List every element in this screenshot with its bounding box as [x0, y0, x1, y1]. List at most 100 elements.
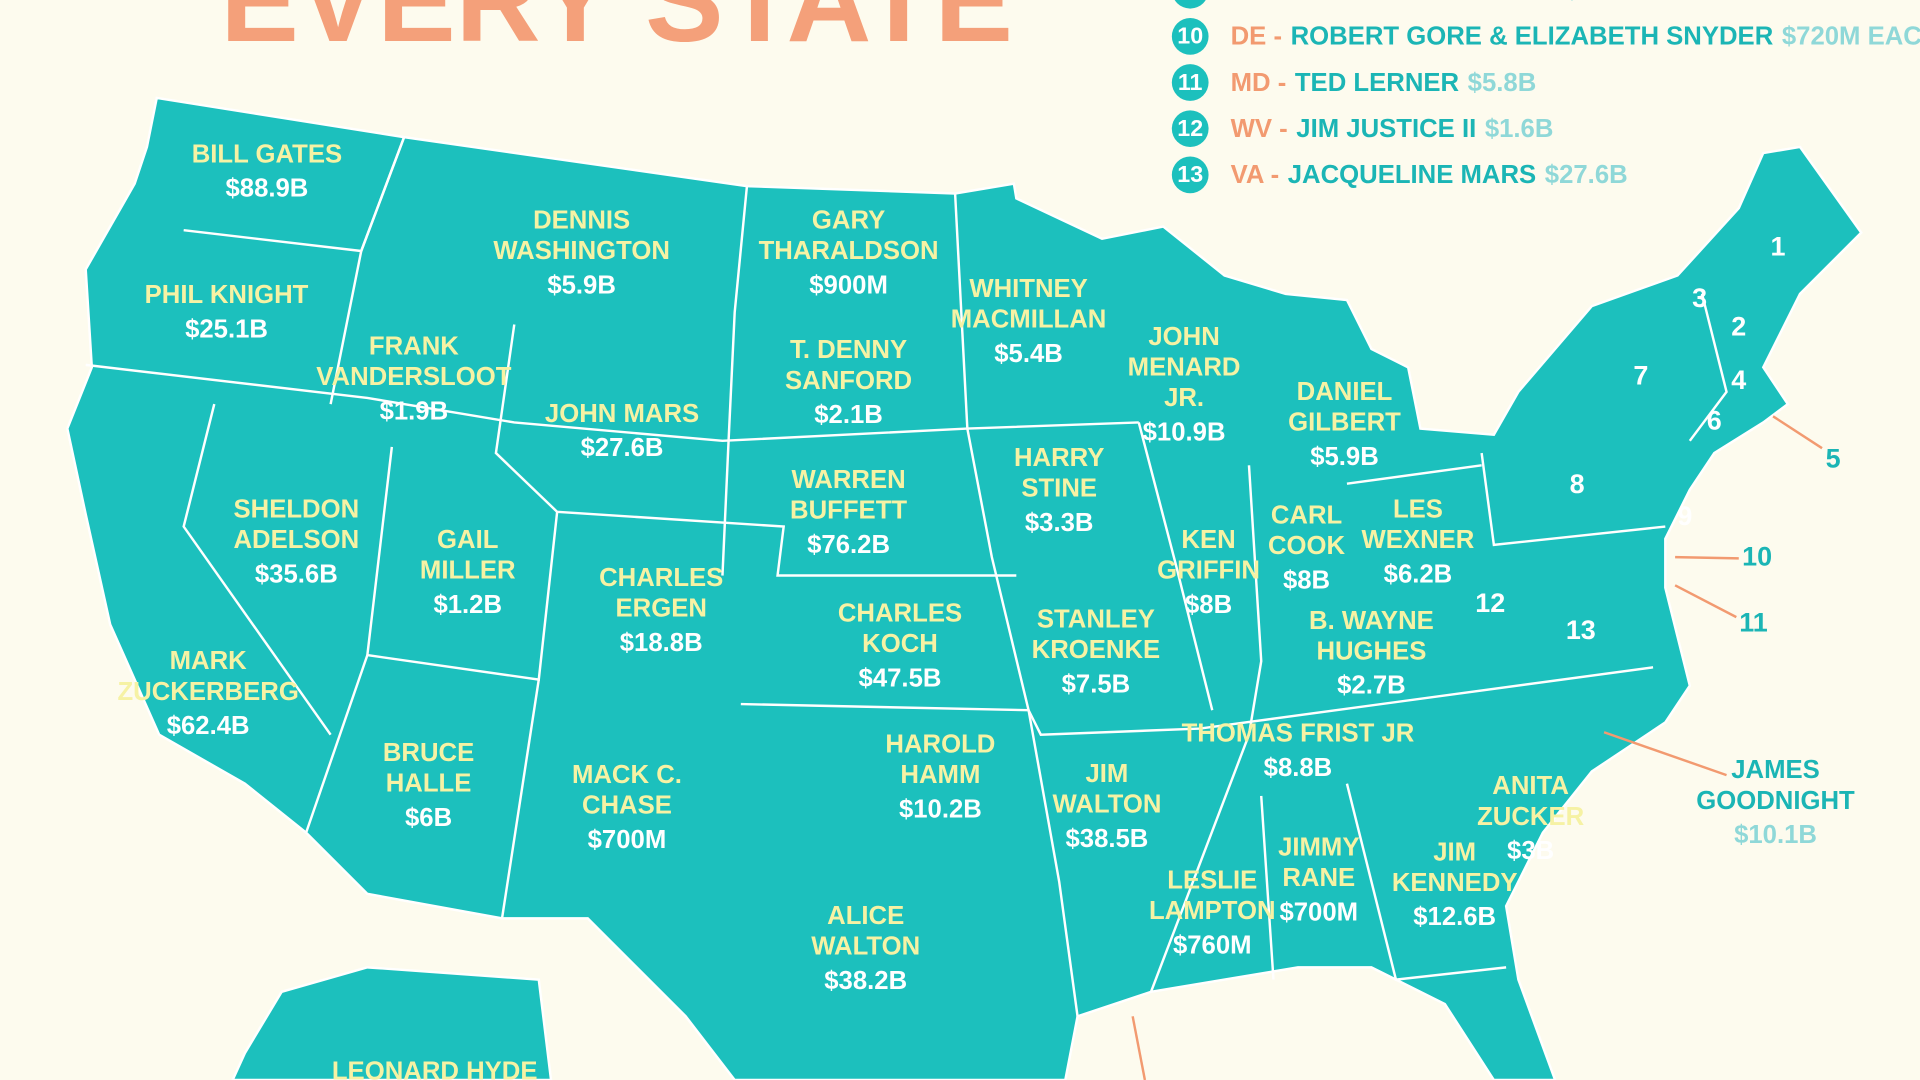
state-worth: $700M: [588, 826, 667, 854]
state-name: LAMPTON: [1149, 897, 1276, 925]
state-number: 3: [1692, 283, 1707, 313]
state-name: VANDERSLOOT: [316, 363, 511, 391]
state-name: JOHN: [1148, 323, 1219, 351]
state-name: ANITA: [1492, 772, 1569, 800]
state-name: DANIEL: [1297, 378, 1393, 406]
state-name: KENNEDY: [1392, 869, 1518, 897]
legend-worth: $720M EACH: [1782, 22, 1920, 50]
state-name: T. DENNY: [790, 336, 907, 364]
state-name: HAROLD: [885, 731, 995, 759]
state-worth: $2.7B: [1337, 672, 1406, 700]
state-name: CARL: [1271, 502, 1342, 530]
state-name: B. WAYNE: [1309, 607, 1434, 635]
callout-name: JAMES: [1731, 756, 1820, 784]
state-worth: $8B: [1185, 591, 1232, 619]
legend-worth: $27.6B: [1545, 161, 1628, 189]
state-name: KEN: [1181, 526, 1235, 554]
title: EVERY STATE: [220, 0, 1013, 66]
state-name: BRUCE: [383, 739, 474, 767]
state-name: PHIL KNIGHT: [145, 281, 309, 309]
state-name: CHARLES: [838, 599, 962, 627]
state-name: THARALDSON: [759, 237, 939, 265]
state-name: WEXNER: [1362, 526, 1475, 554]
state-name: SANFORD: [785, 367, 912, 395]
state-name: WALTON: [1052, 791, 1161, 819]
callout-worth: $10.1B: [1734, 821, 1817, 849]
state-worth: $25.1B: [185, 315, 268, 343]
state-worth: $3B: [1507, 837, 1554, 865]
state-worth: $8.8B: [1264, 754, 1333, 782]
state-name: STANLEY: [1037, 606, 1155, 634]
state-name: KROENKE: [1032, 636, 1161, 664]
alaska: [231, 966, 553, 1080]
legend-name: JACQUELINE MARS: [1288, 161, 1537, 189]
state-name: ZUCKER: [1477, 803, 1585, 831]
state-name: ADELSON: [233, 526, 359, 554]
state-worth: $760M: [1173, 931, 1252, 959]
legend-entry: WV - JIM JUSTICE II $1.6B: [1231, 115, 1554, 143]
state-name: MENARD: [1128, 353, 1241, 381]
legend-name: ROBERT GORE & ELIZABETH SNYDER: [1291, 22, 1774, 50]
state-name: ALICE: [827, 902, 904, 930]
state-worth: $10.9B: [1143, 418, 1226, 446]
legend-code: WV -: [1231, 115, 1288, 143]
legend-number: 13: [1177, 161, 1203, 187]
legend-badge: [1171, 110, 1209, 148]
state-name: MARK: [170, 647, 248, 675]
state-name: COOK: [1268, 532, 1346, 560]
legend-number: 10: [1177, 23, 1203, 49]
state-name: HUGHES: [1316, 637, 1426, 665]
state-name: HARRY: [1014, 444, 1104, 472]
state-worth: $5.9B: [547, 271, 616, 299]
legend-number: 12: [1177, 115, 1203, 141]
state-name: GARY: [812, 206, 885, 234]
state-worth: $1.2B: [433, 591, 502, 619]
legend-badge: [1171, 18, 1209, 55]
state-name: WARREN: [791, 466, 905, 494]
state-number: 2: [1731, 311, 1746, 341]
state-number: 9: [1677, 501, 1692, 531]
legend-entry: VA - JACQUELINE MARS $27.6B: [1231, 161, 1628, 189]
state-name: HAMM: [900, 761, 980, 789]
state-name: STINE: [1021, 475, 1097, 503]
state-worth: $38.2B: [824, 967, 907, 995]
state-name: BILL GATES: [192, 140, 342, 168]
state-name: WASHINGTON: [493, 237, 670, 265]
legend-code: MD -: [1231, 69, 1287, 97]
legend-entry: NJ - DONALD NEWHOUSE $12B: [1231, 0, 1627, 4]
legend-worth: $12B: [1565, 0, 1626, 4]
state-name: LEONARD HYDE: [332, 1057, 538, 1080]
state-number: 8: [1570, 469, 1585, 499]
state-name: CHASE: [582, 792, 672, 820]
state-number: 11: [1739, 608, 1767, 638]
legend-name: JIM JUSTICE II: [1296, 115, 1476, 143]
legend-badge: [1171, 156, 1209, 194]
legend-name: TED LERNER: [1295, 69, 1460, 97]
state-name: JIMMY: [1278, 833, 1359, 861]
state-number: 6: [1707, 406, 1722, 436]
state-number: 13: [1566, 615, 1596, 645]
state-name: BUFFETT: [790, 497, 907, 525]
legend-number: 11: [1178, 69, 1203, 95]
state-name: DENNIS: [533, 206, 630, 234]
callout-lines: [1131, 415, 1823, 1080]
legend-number: 9: [1184, 0, 1197, 3]
state-name: GILBERT: [1288, 408, 1401, 436]
state-worth: $35.6B: [255, 560, 338, 588]
state-name: LES: [1393, 495, 1443, 523]
state-number: 12: [1475, 588, 1505, 618]
state-name: MACMILLAN: [951, 306, 1107, 334]
state-worth: $10.2B: [899, 795, 982, 823]
state-name: KOCH: [862, 630, 938, 658]
state-name: FRANK: [369, 333, 459, 361]
state-name: SHELDON: [233, 495, 359, 523]
state-worth: $76.2B: [807, 531, 890, 559]
state-name: JR.: [1164, 384, 1204, 412]
state-name: MACK C.: [572, 761, 682, 789]
state-name: JOHN MARS: [545, 400, 699, 428]
state-name: ZUCKERBERG: [117, 678, 298, 706]
legend-entry: DE - ROBERT GORE & ELIZABETH SNYDER $720M …: [1231, 22, 1920, 50]
state-worth: $27.6B: [581, 434, 664, 462]
state-worth: $8B: [1283, 566, 1330, 594]
state-number: 10: [1742, 541, 1772, 571]
